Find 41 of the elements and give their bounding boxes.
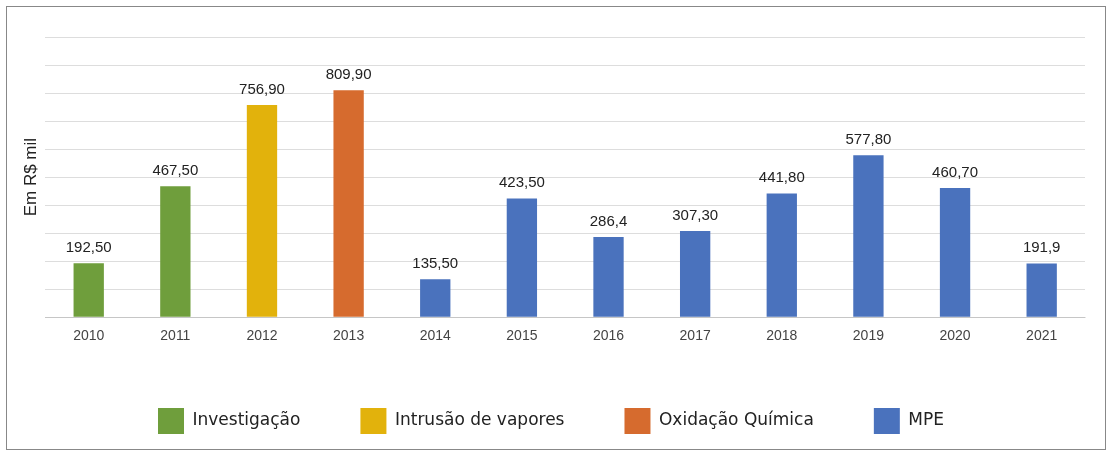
- x-tick-label: 2015: [506, 327, 538, 344]
- x-tick-label: 2020: [939, 327, 971, 344]
- x-tick-label: 2019: [852, 327, 885, 344]
- bar: [939, 188, 971, 317]
- y-axis-title: Em R$ mil: [20, 137, 40, 217]
- legend-label: MPE: [908, 409, 945, 430]
- data-label: 191,9: [1022, 238, 1061, 256]
- x-tick-label: 2014: [419, 327, 452, 344]
- x-tick-label: 2021: [1026, 327, 1058, 344]
- bar: [679, 231, 711, 317]
- data-label: 809,90: [325, 64, 372, 82]
- data-label: 460,70: [932, 162, 978, 180]
- bar: [593, 236, 624, 317]
- x-tick-label: 2017: [679, 327, 711, 344]
- bar: [333, 90, 364, 317]
- data-label: 192,50: [65, 237, 112, 255]
- x-tick-label: 2013: [333, 327, 365, 344]
- x-tick-label: 2018: [766, 327, 798, 344]
- bar: [420, 279, 451, 317]
- data-label: 577,80: [845, 129, 892, 147]
- data-label: 467,50: [152, 160, 199, 178]
- x-tick-label: 2010: [73, 327, 105, 344]
- data-label: 307,30: [672, 205, 719, 223]
- data-label: 135,50: [412, 253, 459, 271]
- legend-label: Investigação: [192, 409, 301, 430]
- x-tick-label: 2011: [160, 327, 191, 344]
- x-tick-label: 2016: [592, 327, 625, 344]
- bar: [853, 155, 884, 317]
- bar: [160, 186, 191, 317]
- x-tick-label: 2012: [246, 327, 278, 344]
- bar: [1026, 263, 1057, 317]
- data-label: 756,90: [239, 79, 285, 97]
- legend-label: Oxidação Química: [658, 409, 814, 430]
- legend-label: Intrusão de vapores: [394, 409, 565, 430]
- data-label: 441,80: [758, 168, 805, 186]
- bar: [506, 198, 538, 317]
- data-label: 286,4: [589, 211, 628, 229]
- data-label: 423,50: [498, 173, 545, 191]
- bar: [766, 193, 797, 317]
- bar: [73, 263, 104, 317]
- bar: [246, 105, 278, 317]
